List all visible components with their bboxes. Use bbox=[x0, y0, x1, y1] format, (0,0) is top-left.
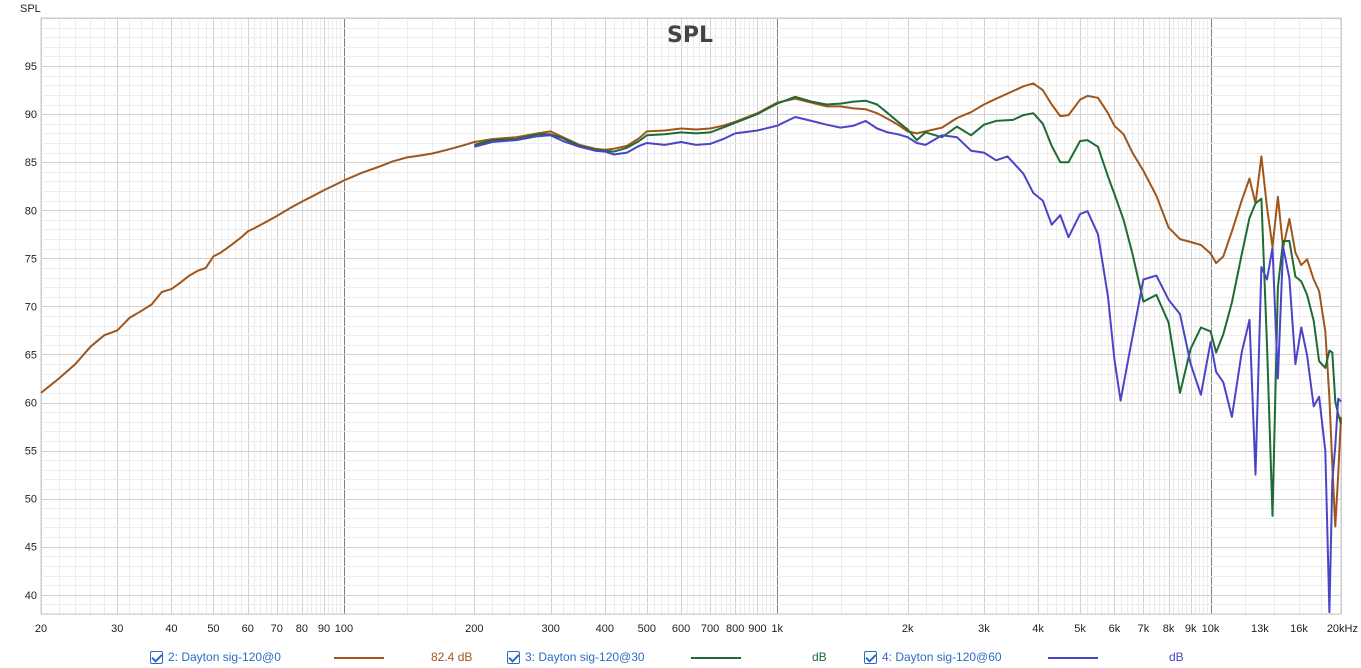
x-tick-label: 800 bbox=[726, 623, 744, 635]
x-tick-labels: 20 30 40 50 60 70 80 90 100 200 300 400 500 600 700 800… bbox=[35, 623, 1358, 635]
x-tick-label: 60 bbox=[242, 623, 254, 635]
x-tick-label: 70 bbox=[271, 623, 283, 635]
x-tick-label: 2k bbox=[902, 623, 914, 635]
x-tick-label: 600 bbox=[672, 623, 690, 635]
x-tick-label: 300 bbox=[541, 623, 559, 635]
x-tick-label: 3k bbox=[978, 623, 990, 635]
x-tick-label: 9k bbox=[1185, 623, 1197, 635]
y-axis-label: SPL bbox=[20, 3, 41, 15]
x-tick-label: 5k bbox=[1074, 623, 1086, 635]
x-tick-label: 30 bbox=[111, 623, 123, 635]
legend-value-series-0: 82.4 dB bbox=[431, 650, 473, 664]
legend-swatch-series-2 bbox=[1048, 657, 1098, 659]
x-tick-label: 100 bbox=[335, 623, 353, 635]
y-tick-label: 95 bbox=[25, 61, 37, 73]
x-tick-label: 10k bbox=[1202, 623, 1220, 635]
y-tick-label: 55 bbox=[25, 446, 37, 458]
y-tick-labels: 40 45 50 55 60 65 70 75 80 85 90 95 bbox=[25, 61, 37, 602]
x-tick-label: 80 bbox=[296, 623, 308, 635]
x-tick-label: 500 bbox=[638, 623, 656, 635]
x-tick-label: 4k bbox=[1032, 623, 1044, 635]
y-tick-label: 70 bbox=[25, 301, 37, 313]
legend-label: 2: Dayton sig-120@0 bbox=[168, 650, 281, 664]
legend-value-series-1: dB bbox=[812, 650, 827, 664]
series-lines bbox=[40, 82, 1342, 614]
y-tick-label: 60 bbox=[25, 398, 37, 410]
legend-item-series-2[interactable]: 4: Dayton sig-120@60 bbox=[864, 648, 1002, 666]
legend-label: 3: Dayton sig-120@30 bbox=[525, 650, 645, 664]
series-line-1 bbox=[474, 95, 1342, 517]
legend-value-series-2: dB bbox=[1169, 650, 1184, 664]
legend-label: 4: Dayton sig-120@60 bbox=[882, 650, 1002, 664]
x-tick-label: 20kHz bbox=[1327, 623, 1358, 635]
series-line-0 bbox=[40, 82, 1342, 528]
legend-swatch-series-1 bbox=[691, 657, 741, 659]
x-tick-label: 7k bbox=[1138, 623, 1150, 635]
x-tick-label: 900 bbox=[748, 623, 766, 635]
x-tick-label: 400 bbox=[596, 623, 614, 635]
x-tick-label: 16k bbox=[1290, 623, 1308, 635]
y-tick-label: 90 bbox=[25, 109, 37, 121]
y-tick-label: 40 bbox=[25, 590, 37, 602]
plot-area bbox=[40, 17, 1342, 615]
y-tick-label: 45 bbox=[25, 542, 37, 554]
checkbox-icon[interactable] bbox=[150, 650, 163, 664]
x-tick-label: 40 bbox=[165, 623, 177, 635]
checkbox-icon[interactable] bbox=[864, 650, 877, 664]
y-tick-label: 80 bbox=[25, 205, 37, 217]
series-line-2 bbox=[474, 116, 1342, 614]
x-tick-label: 13k bbox=[1251, 623, 1269, 635]
y-tick-label: 50 bbox=[25, 494, 37, 506]
y-tick-label: 65 bbox=[25, 349, 37, 361]
checkbox-icon[interactable] bbox=[507, 650, 520, 664]
x-tick-label: 1k bbox=[771, 623, 783, 635]
x-tick-label: 90 bbox=[318, 623, 330, 635]
x-tick-label: 20 bbox=[35, 623, 47, 635]
y-tick-label: 75 bbox=[25, 253, 37, 265]
y-tick-label: 85 bbox=[25, 157, 37, 169]
chart-title: SPL bbox=[667, 23, 713, 48]
spl-chart: 40 45 50 55 60 65 70 75 80 85 90 95 20 30 40 50 60 70 80 9… bbox=[20, 3, 1358, 635]
legend-swatch-series-0 bbox=[334, 657, 384, 659]
x-tick-label: 700 bbox=[701, 623, 719, 635]
x-tick-label: 6k bbox=[1109, 623, 1121, 635]
x-tick-label: 50 bbox=[207, 623, 219, 635]
legend: 2: Dayton sig-120@0 82.4 dB 3: Dayton si… bbox=[0, 645, 1361, 668]
chart-grid bbox=[41, 18, 1342, 615]
legend-item-series-0[interactable]: 2: Dayton sig-120@0 bbox=[150, 648, 281, 666]
x-tick-label: 200 bbox=[465, 623, 483, 635]
legend-item-series-1[interactable]: 3: Dayton sig-120@30 bbox=[507, 648, 645, 666]
x-tick-label: 8k bbox=[1163, 623, 1175, 635]
